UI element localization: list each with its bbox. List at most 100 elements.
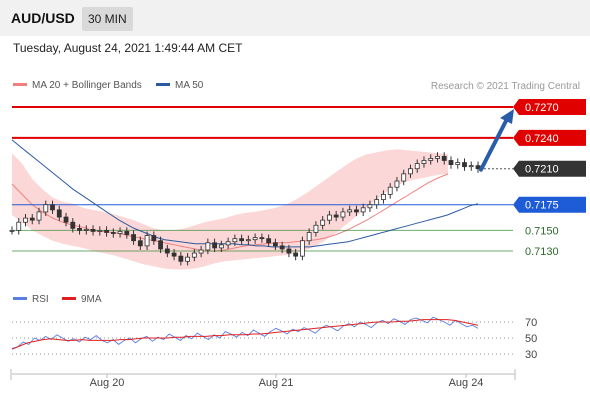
candle-body (205, 242, 211, 251)
legend-label: MA 50 (175, 80, 204, 91)
candle-body (367, 204, 373, 209)
candle-body (374, 199, 380, 206)
candle-body (50, 204, 55, 211)
candle-body (77, 227, 82, 231)
x-tick-label: Aug 24 (449, 377, 484, 389)
candle-body (212, 242, 218, 249)
legend-ma20-bollinger: MA 20 + Bollinger Bands (13, 80, 142, 91)
price-label-box (513, 196, 586, 213)
header-bar: AUD/USD 30 MIN (0, 0, 590, 36)
candle-body (239, 238, 245, 242)
candle-body (225, 241, 231, 246)
legend-ma50: MA 50 (156, 80, 203, 91)
price-label-0.7210: 0.7210 (513, 160, 586, 177)
rsi-ma9-line (11, 319, 479, 350)
legend-label: MA 20 + Bollinger Bands (32, 80, 142, 91)
candle-body (381, 194, 386, 200)
candle-body (131, 234, 136, 242)
candle-body (279, 245, 285, 250)
price-label-text: 0.7150 (525, 225, 559, 237)
candle-body (441, 155, 447, 161)
candle-body (29, 217, 35, 221)
candle-body (97, 230, 103, 232)
candle-body (252, 237, 258, 241)
candle-body (286, 248, 292, 254)
candle-body (448, 160, 454, 166)
price-label-text: 0.7210 (525, 164, 559, 176)
legend-rsi-ma: 9MA (62, 294, 102, 305)
candle-body (300, 240, 305, 257)
rsi-ma-swatch (62, 297, 76, 300)
candle-body (360, 207, 366, 213)
candle-body (408, 168, 413, 175)
candle-body (36, 211, 42, 221)
candle-body (387, 186, 393, 195)
candle-body (259, 237, 265, 240)
copyright-text: Research © 2021 Trading Central (430, 81, 580, 92)
candle-body (56, 209, 62, 218)
candle-body (414, 163, 420, 170)
timestamp: Tuesday, August 24, 2021 1:49:44 AM CET (13, 41, 243, 55)
x-tick-label: Aug 20 (90, 377, 125, 389)
price-label-box (513, 160, 586, 177)
candle-body (354, 209, 359, 213)
currency-pair-title: AUD/USD (11, 10, 75, 26)
candle-body (428, 158, 434, 161)
legend-label: 9MA (81, 294, 102, 305)
candle-body (158, 240, 163, 250)
price-label-text: 0.7130 (525, 246, 559, 258)
candle-body (104, 230, 109, 233)
ma50-swatch (156, 83, 170, 86)
candle-body (401, 173, 407, 182)
price-label-0.7270: 0.7270 (513, 99, 586, 115)
candle-body (475, 165, 481, 170)
candle-body (198, 249, 204, 254)
candle-body (320, 219, 326, 226)
rsi-tick-label: 50 (525, 333, 537, 345)
candle-body (191, 252, 197, 258)
candle-body (394, 180, 400, 188)
price-label-text: 0.7270 (525, 102, 559, 114)
candle-body (327, 214, 332, 221)
candle-body (144, 235, 150, 247)
rsi-tick-label: 70 (525, 317, 537, 329)
rsi-line (11, 316, 479, 349)
legend-rsi: RSI (13, 294, 49, 305)
ma20-line (11, 173, 449, 252)
candle-body (347, 209, 353, 213)
candle-body (16, 221, 22, 231)
candle-body (124, 231, 130, 235)
candle-body (421, 160, 427, 164)
candle-body (232, 238, 238, 243)
candle-body (293, 252, 299, 257)
candle-body (90, 228, 96, 232)
legend-label: RSI (32, 294, 49, 305)
candles (9, 152, 481, 266)
ma20-swatch (13, 83, 27, 86)
projection-arrow-shaft (479, 115, 510, 172)
candle-body (462, 162, 467, 168)
candle-body (9, 230, 15, 232)
price-label-0.7130: 0.7130 (525, 246, 559, 258)
candle-body (306, 232, 312, 242)
candle-body (151, 235, 157, 242)
price-label-box (513, 99, 586, 115)
candle-body (435, 155, 440, 159)
bollinger-band-area (12, 149, 448, 270)
candle-body (266, 238, 272, 244)
x-tick-label: Aug 21 (259, 377, 294, 389)
price-label-0.7150: 0.7150 (525, 225, 559, 237)
candle-body (218, 244, 224, 249)
price-label-0.7240: 0.7240 (513, 129, 586, 146)
timeframe-button[interactable]: 30 MIN (82, 7, 133, 31)
candle-body (117, 231, 123, 234)
candle-body (83, 228, 89, 231)
candle-body (245, 239, 251, 242)
candle-body (110, 232, 116, 234)
projection-arrowhead (500, 109, 514, 124)
candle-body (272, 242, 278, 247)
candle-body (333, 214, 339, 218)
candle-body (171, 252, 177, 257)
candle-body (455, 162, 461, 166)
price-label-box (513, 129, 586, 146)
